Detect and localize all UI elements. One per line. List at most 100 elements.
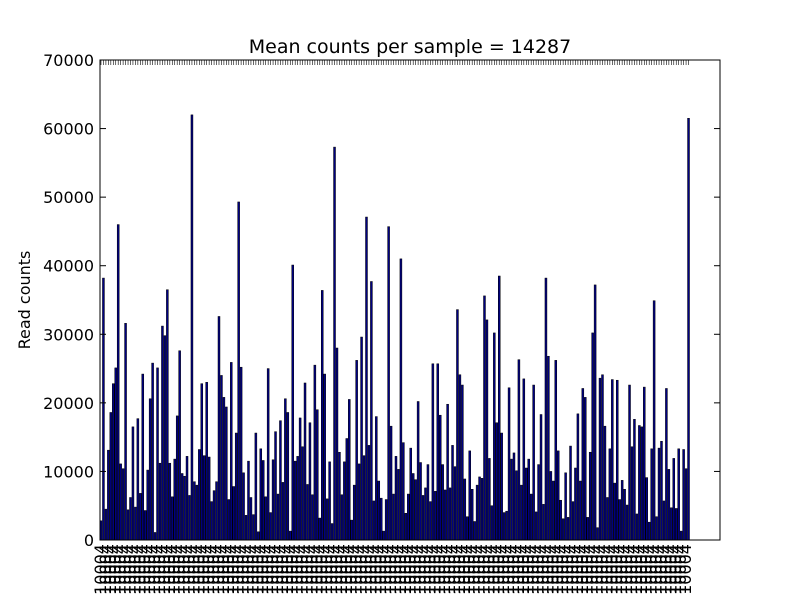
bar [525,467,528,541]
x-tick-label: 10004 [406,544,425,595]
y-axis-label: Read counts [15,251,34,350]
bar [554,360,558,541]
bar [372,500,376,541]
bar [620,480,624,541]
bar [591,332,594,541]
bar [679,530,683,541]
bar [537,464,540,541]
bar [419,462,422,541]
x-tick-label: 10004 [474,544,493,595]
bar [377,480,381,541]
bar [527,458,530,541]
x-tick-label: 10004 [101,544,120,595]
y-tick-label: 40000 [43,257,94,276]
bar [507,387,511,541]
bar [431,363,435,541]
bar [343,461,346,541]
x-tick-label: 10004 [312,544,331,595]
bar [119,463,122,541]
bar [522,378,526,541]
bar [547,355,550,541]
x-tick-label: 10004 [184,544,203,595]
x-tick-label: 10004 [234,544,253,595]
bar [257,531,260,541]
bar [188,495,191,541]
x-tick-label: 10004 [597,544,616,595]
x-tick-label: 10004 [179,544,198,595]
bar [517,359,521,541]
bar [335,347,339,541]
bar [200,383,204,541]
x-tick-label: 10004 [229,544,248,595]
bar [544,277,548,541]
bar [345,438,349,541]
bar [129,497,132,541]
x-tick-label: 10004 [455,544,474,595]
x-tick-label: 10004 [278,544,297,595]
bar [367,445,371,541]
x-tick-label: 10004 [248,544,267,595]
bar [584,397,587,541]
bar [276,493,280,541]
bar [384,499,388,541]
bar [210,501,213,541]
bar [352,484,356,541]
bar [222,397,226,541]
bar [370,281,373,541]
bar [107,449,110,541]
bar [647,521,651,541]
bar [667,469,671,541]
bar [163,335,167,541]
x-tick-label: 10004 [135,544,154,595]
bar [193,481,196,541]
plot-frame [99,59,721,541]
x-tick-label: 10004 [106,544,125,595]
bar [362,455,366,541]
bar [677,448,680,541]
bar [463,478,467,541]
x-tick-label: 10004 [199,544,218,595]
bar [232,486,235,541]
x-tick-label: 10004 [268,544,287,595]
bar [394,456,398,541]
bar [488,458,491,541]
bar [404,513,408,541]
bar [579,480,582,541]
bar [657,447,661,541]
x-tick-label: 10004 [661,544,680,595]
bar [534,511,538,541]
x-tick-label: 10004 [656,544,675,595]
bar [434,491,437,541]
x-tick-label: 10004 [111,544,130,595]
bar [212,490,216,541]
bar [443,489,447,541]
bar [409,447,412,541]
y-tick-label: 0 [84,531,94,550]
bar [126,509,130,541]
x-tick-label: 10004 [332,544,351,595]
x-tick-label: 10004 [170,544,189,595]
x-tick-label: 10004 [342,544,361,595]
x-tick-label: 10004 [420,544,439,595]
bar [375,416,378,541]
bar [259,448,263,541]
x-tick-label: 10004 [425,544,444,595]
x-tick-label: 10004 [224,544,243,595]
bar [672,458,676,541]
x-tick-label: 10004 [96,544,115,595]
bar [173,458,176,541]
bar [532,384,535,541]
bar [279,420,282,541]
bar [682,449,685,541]
bar [289,530,292,541]
x-tick-label: 10004 [381,544,400,595]
x-tick-label: 10004 [327,544,346,595]
bar [424,487,427,541]
x-tick-label: 10004 [401,544,420,595]
x-tick-label: 10004 [548,544,567,595]
x-tick-label: 10004 [504,544,523,595]
x-tick-label: 10004 [356,544,375,595]
x-tick-label: 10004 [302,544,321,595]
x-tick-label: 10004 [617,544,636,595]
bar [625,504,629,541]
